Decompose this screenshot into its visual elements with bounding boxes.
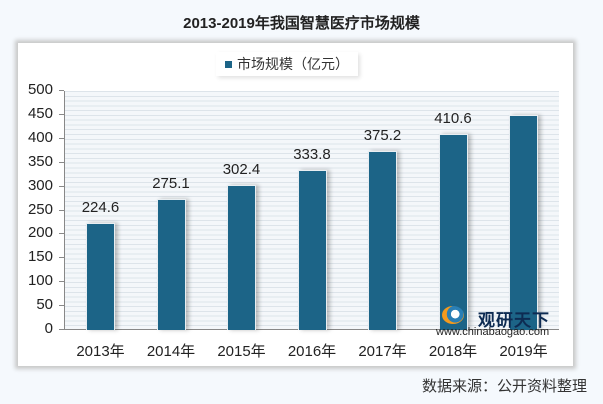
y-tick: [59, 161, 64, 163]
y-tick: [59, 329, 64, 330]
y-tick-label: 150: [27, 248, 53, 266]
value-label: 275.1: [152, 174, 190, 192]
y-tick-label: 450: [27, 104, 53, 122]
y-tick-label: 250: [27, 200, 53, 218]
y-tick-label: 400: [27, 128, 53, 146]
y-tick: [59, 137, 64, 139]
x-tick-label: 2014年: [146, 343, 196, 360]
value-label: 302.4: [222, 161, 261, 179]
y-tick: [59, 113, 64, 115]
y-tick-label: 500: [27, 81, 53, 98]
bar-2015年: [227, 185, 256, 330]
x-tick-label: 2013年: [76, 343, 125, 360]
value-label: 333.8: [293, 146, 331, 164]
value-label: 410.6: [434, 109, 472, 127]
y-tick-label: 50: [36, 296, 53, 314]
data-source: 数据来源：公开资料整理: [421, 378, 587, 395]
watermark-url: www.chinabaogao.com: [436, 326, 550, 338]
watermark: 观研天下 www.chinabaogao.com: [432, 306, 562, 338]
y-tick: [59, 90, 64, 91]
legend-label: 市场规模（亿元）: [237, 56, 349, 72]
bar-2016年: [297, 170, 327, 330]
y-tick-label: 350: [27, 152, 53, 170]
y-tick-label: 0: [44, 320, 53, 337]
bar-2018年: [438, 133, 468, 330]
bar-2013年: [86, 222, 115, 330]
legend: 市场规模（亿元）: [216, 52, 358, 76]
x-tick-label: 2015年: [217, 343, 266, 360]
y-tick: [59, 185, 64, 187]
y-tick-label: 200: [27, 224, 53, 242]
y-tick: [59, 233, 64, 235]
y-axis-line: [64, 91, 65, 330]
value-label: 375.2: [363, 126, 402, 144]
y-tick-label: 300: [27, 176, 53, 194]
y-tick: [59, 257, 64, 259]
y-tick: [59, 209, 64, 211]
watermark-name: 观研天下: [478, 311, 550, 330]
x-tick-label: 2016年: [287, 343, 337, 360]
chart-title: 2013-2019年我国智慧医疗市场规模: [183, 15, 420, 32]
logo-icon: [442, 306, 464, 324]
x-tick-label: 2018年: [428, 343, 478, 360]
bar-2019年: [509, 114, 538, 330]
y-tick-label: 100: [27, 272, 53, 290]
value-label: 224.6: [81, 198, 120, 216]
legend-swatch-icon: [225, 60, 232, 68]
bar-2017年: [368, 150, 397, 330]
bar-2014年: [156, 198, 186, 330]
x-tick-label: 2019年: [499, 343, 548, 360]
y-tick: [59, 281, 64, 283]
x-tick-label: 2017年: [358, 343, 407, 360]
y-tick: [59, 305, 64, 307]
